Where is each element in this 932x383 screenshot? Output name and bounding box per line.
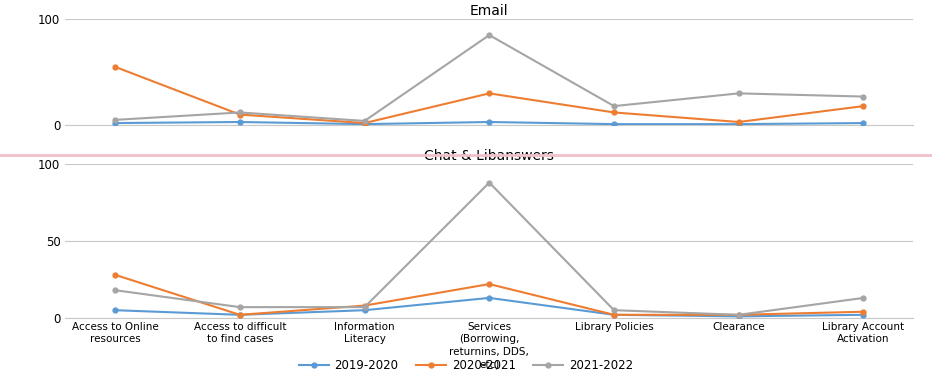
2021-2022 [609, 308, 620, 313]
2021-2022 [733, 313, 745, 317]
2019-2020 [234, 313, 245, 317]
2021-2022 [484, 33, 495, 38]
2020-2021 [110, 273, 121, 277]
Line: 2020-2021: 2020-2021 [113, 272, 866, 317]
2019-2020 [857, 121, 869, 125]
2019-2020 [110, 121, 121, 125]
2019-2020 [484, 120, 495, 124]
Line: 2020-2021: 2020-2021 [113, 64, 866, 126]
2020-2021 [110, 65, 121, 69]
2019-2020 [857, 313, 869, 317]
2020-2021 [234, 313, 245, 317]
2020-2021 [484, 91, 495, 96]
Line: 2019-2020: 2019-2020 [113, 295, 866, 319]
2019-2020 [609, 122, 620, 126]
2021-2022 [359, 305, 370, 309]
Title: Email: Email [470, 4, 509, 18]
2021-2022 [484, 180, 495, 185]
2021-2022 [857, 296, 869, 300]
2020-2021 [733, 120, 745, 124]
2020-2021 [359, 303, 370, 308]
2021-2022 [857, 94, 869, 99]
2021-2022 [110, 288, 121, 293]
2020-2021 [733, 313, 745, 317]
2019-2020 [484, 296, 495, 300]
Line: 2021-2022: 2021-2022 [113, 180, 866, 317]
2020-2021 [609, 110, 620, 115]
Line: 2021-2022: 2021-2022 [113, 33, 866, 123]
2019-2020 [110, 308, 121, 313]
Line: 2019-2020: 2019-2020 [113, 119, 866, 126]
2019-2020 [733, 314, 745, 319]
2020-2021 [857, 309, 869, 314]
Title: Chat & Libanswers: Chat & Libanswers [424, 149, 555, 163]
2021-2022 [110, 118, 121, 122]
Legend: 2019-2020, 2020-2021, 2021-2022: 2019-2020, 2020-2021, 2021-2022 [295, 355, 637, 377]
2020-2021 [234, 112, 245, 117]
2020-2021 [359, 121, 370, 125]
2020-2021 [857, 104, 869, 108]
2019-2020 [359, 122, 370, 126]
2019-2020 [234, 120, 245, 124]
2021-2022 [234, 305, 245, 309]
2019-2020 [609, 313, 620, 317]
2019-2020 [733, 122, 745, 126]
2021-2022 [234, 110, 245, 115]
2019-2020 [359, 308, 370, 313]
2021-2022 [733, 91, 745, 96]
2021-2022 [609, 104, 620, 108]
2021-2022 [359, 119, 370, 123]
2020-2021 [609, 313, 620, 317]
2020-2021 [484, 282, 495, 286]
